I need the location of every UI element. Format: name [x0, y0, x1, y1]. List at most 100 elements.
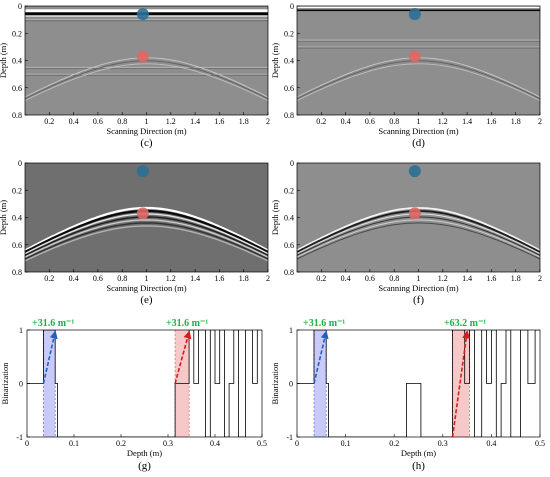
x-axis-label: Scanning Direction (m) — [378, 283, 458, 293]
hyperbola-reflection — [25, 225, 268, 262]
target-marker — [136, 50, 149, 63]
x-tick-label: 0.3 — [438, 439, 448, 448]
y-axis-label: Depth (m) — [270, 200, 280, 235]
y-tick-label: 0.8 — [284, 268, 294, 277]
x-tick-label: 0.4 — [341, 117, 351, 126]
panel-caption: (f) — [413, 294, 424, 306]
y-axis-label: Depth (m) — [0, 200, 8, 235]
y-tick-label: 0.6 — [12, 84, 22, 93]
plot-area — [297, 163, 540, 272]
plot-area — [25, 6, 268, 115]
y-tick-label: -1 — [286, 433, 293, 442]
x-tick-label: 0.6 — [93, 274, 103, 283]
x-tick-label: 0.8 — [389, 274, 399, 283]
y-axis-label: Depth (m) — [270, 43, 280, 78]
y-tick-label: 0.4 — [12, 57, 22, 66]
y-tick-label: 0.6 — [12, 241, 22, 250]
panel-caption: (c) — [140, 137, 153, 149]
x-tick-label: 0.6 — [365, 117, 375, 126]
x-axis-label: Depth (m) — [401, 448, 436, 458]
y-tick-label: 0.4 — [284, 214, 294, 223]
x-axis-label: Scanning Direction (m) — [106, 126, 186, 136]
x-tick-label: 1.2 — [166, 117, 176, 126]
target-marker — [408, 207, 421, 220]
hyperbola-reflection — [25, 222, 268, 260]
y-tick-label: 0.2 — [284, 29, 294, 38]
x-tick-label: 1.4 — [462, 117, 472, 126]
plot-frame — [26, 329, 263, 438]
x-tick-label: 1.6 — [486, 274, 496, 283]
x-tick-label: 0.4 — [69, 274, 79, 283]
x-tick-label: 1.4 — [190, 117, 200, 126]
target-marker — [408, 50, 421, 63]
plot-frame — [296, 5, 541, 116]
slope-label: +31.6 m⁻¹ — [32, 318, 74, 329]
y-tick-label: 0.8 — [12, 111, 22, 120]
y-axis-label: Depth (m) — [0, 43, 8, 78]
y-tick-label: 1 — [289, 326, 293, 335]
shaded-region — [43, 330, 56, 437]
x-tick-label: 0.6 — [365, 274, 375, 283]
y-axis-label: Binarization — [270, 362, 280, 405]
x-tick-label: 0 — [295, 439, 299, 448]
x-tick-label: 0.2 — [389, 439, 399, 448]
x-tick-label: 1.4 — [190, 274, 200, 283]
hyperbola-reflection — [25, 219, 268, 258]
x-tick-label: 2 — [266, 117, 270, 126]
x-tick-label: 0.2 — [44, 117, 54, 126]
y-tick-label: 0.8 — [284, 111, 294, 120]
slope-label: +31.6 m⁻¹ — [166, 318, 208, 329]
x-tick-label: 0.2 — [44, 274, 54, 283]
x-tick-label: 1.6 — [214, 274, 224, 283]
x-tick-label: 0.4 — [341, 274, 351, 283]
plot-area — [25, 163, 268, 272]
target-marker — [136, 165, 149, 178]
y-tick-label: 0.4 — [284, 57, 294, 66]
y-tick-label: 1 — [19, 326, 23, 335]
x-tick-label: 0.8 — [117, 117, 127, 126]
x-tick-label: 0.3 — [163, 439, 173, 448]
hyperbola-reflection — [297, 207, 540, 252]
y-tick-label: 0.2 — [284, 186, 294, 195]
y-tick-label: 0.8 — [12, 268, 22, 277]
panel-caption: (e) — [140, 294, 153, 306]
panel-caption: (h) — [412, 460, 425, 472]
x-tick-label: 0.1 — [341, 439, 351, 448]
y-tick-label: 0 — [19, 380, 23, 389]
slope-arrow — [313, 330, 329, 384]
hyperbola-reflection — [297, 63, 540, 102]
hyperbola-reflection — [297, 222, 540, 260]
x-tick-label: 1.4 — [462, 274, 472, 283]
slope-label: +31.6 m⁻¹ — [303, 318, 345, 329]
slope-arrow — [42, 330, 58, 384]
y-tick-label: 0.6 — [284, 241, 294, 250]
plot-frame — [24, 162, 269, 273]
hyperbola-reflection — [25, 63, 268, 102]
plot-frame — [296, 162, 541, 273]
target-marker — [136, 207, 149, 220]
slope-label: +63.2 m⁻¹ — [444, 318, 486, 329]
x-axis-label: Scanning Direction (m) — [378, 126, 458, 136]
x-tick-label: 2 — [538, 274, 542, 283]
x-tick-label: 1.8 — [511, 274, 521, 283]
plot-area — [27, 330, 262, 437]
y-tick-label: 0.2 — [12, 29, 22, 38]
x-tick-label: 1.6 — [486, 117, 496, 126]
x-tick-label: 1.8 — [239, 274, 249, 283]
x-tick-label: 2 — [538, 117, 542, 126]
target-marker — [408, 165, 421, 178]
y-tick-label: -1 — [16, 433, 23, 442]
hyperbola-reflection — [25, 206, 268, 252]
surface-band-light — [297, 6, 540, 9]
plot-frame — [24, 5, 269, 116]
x-tick-label: 1.6 — [214, 117, 224, 126]
panel-c: 0.2 0.4 0.6 0.8 1 1.2 1.4 1.6 1.8 200.20.40.60.8S… — [0, 2, 270, 149]
x-tick-label: 1 — [417, 117, 421, 126]
panel-e: 0.2 0.4 0.6 0.8 1 1.2 1.4 1.6 1.8 200.20.40.60.8S… — [0, 159, 270, 306]
x-axis-label: Depth (m) — [127, 448, 162, 458]
y-tick-label: 0.4 — [12, 214, 22, 223]
x-tick-label: 0.8 — [117, 274, 127, 283]
x-tick-label: 0.2 — [316, 274, 326, 283]
panel-h: +31.6 m⁻¹ +63.2 m⁻¹0 0.1 0.2 0.3 0.4 0.5-101De… — [270, 318, 545, 472]
